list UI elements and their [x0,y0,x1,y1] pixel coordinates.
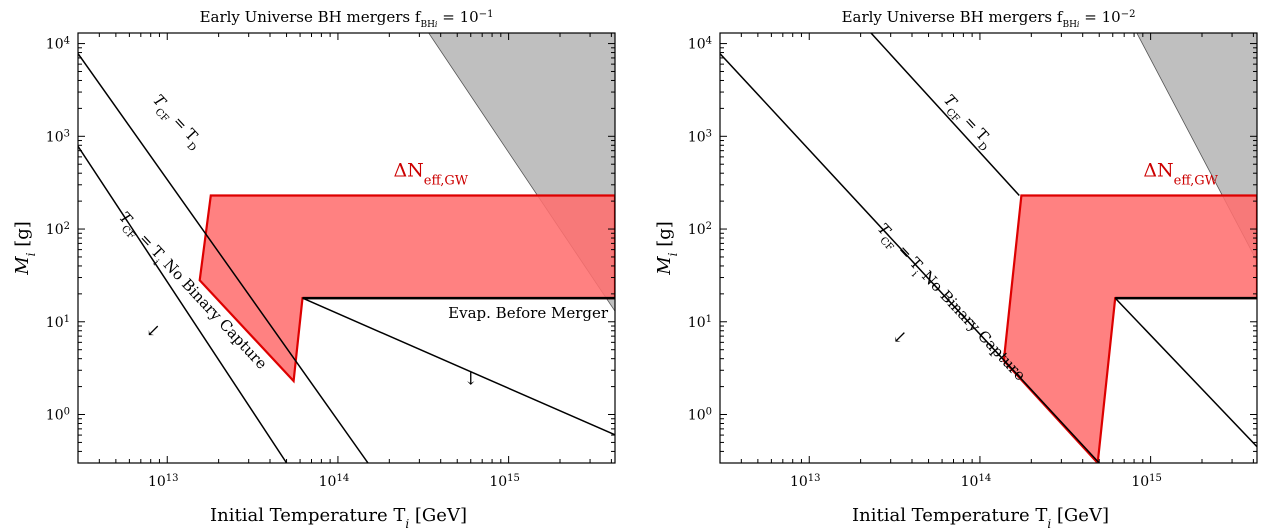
x-tick-label: 1015 [1131,473,1162,491]
y-tick-label: 102 [688,221,712,239]
arrow-binary-capture: ↙ [146,321,160,341]
x-tick-label: 1014 [961,473,992,491]
lower-diagonal-line [78,145,288,463]
x-tick-label: 1013 [148,473,179,491]
y-tick-label: 103 [688,128,712,146]
y-tick-label: 104 [46,35,70,53]
evap-diagonal-line [302,297,615,436]
lower-diagonal-line [720,53,1100,463]
arrow-evap: ↓ [464,370,478,390]
upper-diagonal-line [78,53,369,463]
neff-gw-region [1002,194,1257,463]
y-tick-label: 103 [46,128,70,146]
cf-equals-d-label: TCF = TD [146,91,207,154]
x-tick-label: 1015 [489,473,520,491]
chart-title: Early Universe BH mergers fBHi = 10−1 [200,8,494,30]
y-tick-label: 101 [46,313,70,331]
y-axis-label: Mi [g] [12,221,38,276]
arrow-binary-capture: ↙ [893,327,907,347]
upper-diagonal-line [870,33,1020,197]
chart-title: Early Universe BH mergers fBHi = 10−2 [842,8,1136,30]
axes-frame [719,32,1258,464]
evap-diagonal-line [1114,297,1257,448]
plot-area [720,33,1257,463]
y-tick-label: 100 [688,406,712,424]
x-axis-label: Initial Temperature Ti [GeV] [852,505,1109,531]
x-tick-label: 1014 [319,473,350,491]
axes-frame [77,32,616,464]
evap-before-merger-label: Evap. Before Merger [448,304,609,322]
gray-excluded-region [428,33,615,312]
y-axis-label: Mi [g] [654,221,680,276]
cf-equals-d-label: TCF = TD [937,91,998,154]
x-axis-label: Initial Temperature Ti [GeV] [210,505,467,531]
plot-area [78,33,615,463]
gray-excluded-region [1136,33,1257,262]
y-tick-label: 101 [688,313,712,331]
y-tick-label: 102 [46,221,70,239]
neff-gw-label: ΔNeff,GW [393,159,468,188]
panel-1: 1013 1014 1015 100 101 102 103 104 Early Univers… [12,8,616,531]
cf-equals-i-label: TCF = Ti No Binary Capture [871,220,1030,388]
x-tick-label: 1013 [790,473,821,491]
y-tick-label: 100 [46,406,70,424]
neff-gw-label: ΔNeff,GW [1143,159,1218,188]
y-tick-label: 104 [688,35,712,53]
panel-2: 1013 1014 1015 100 101 102 103 104 Early Univers… [654,8,1258,531]
